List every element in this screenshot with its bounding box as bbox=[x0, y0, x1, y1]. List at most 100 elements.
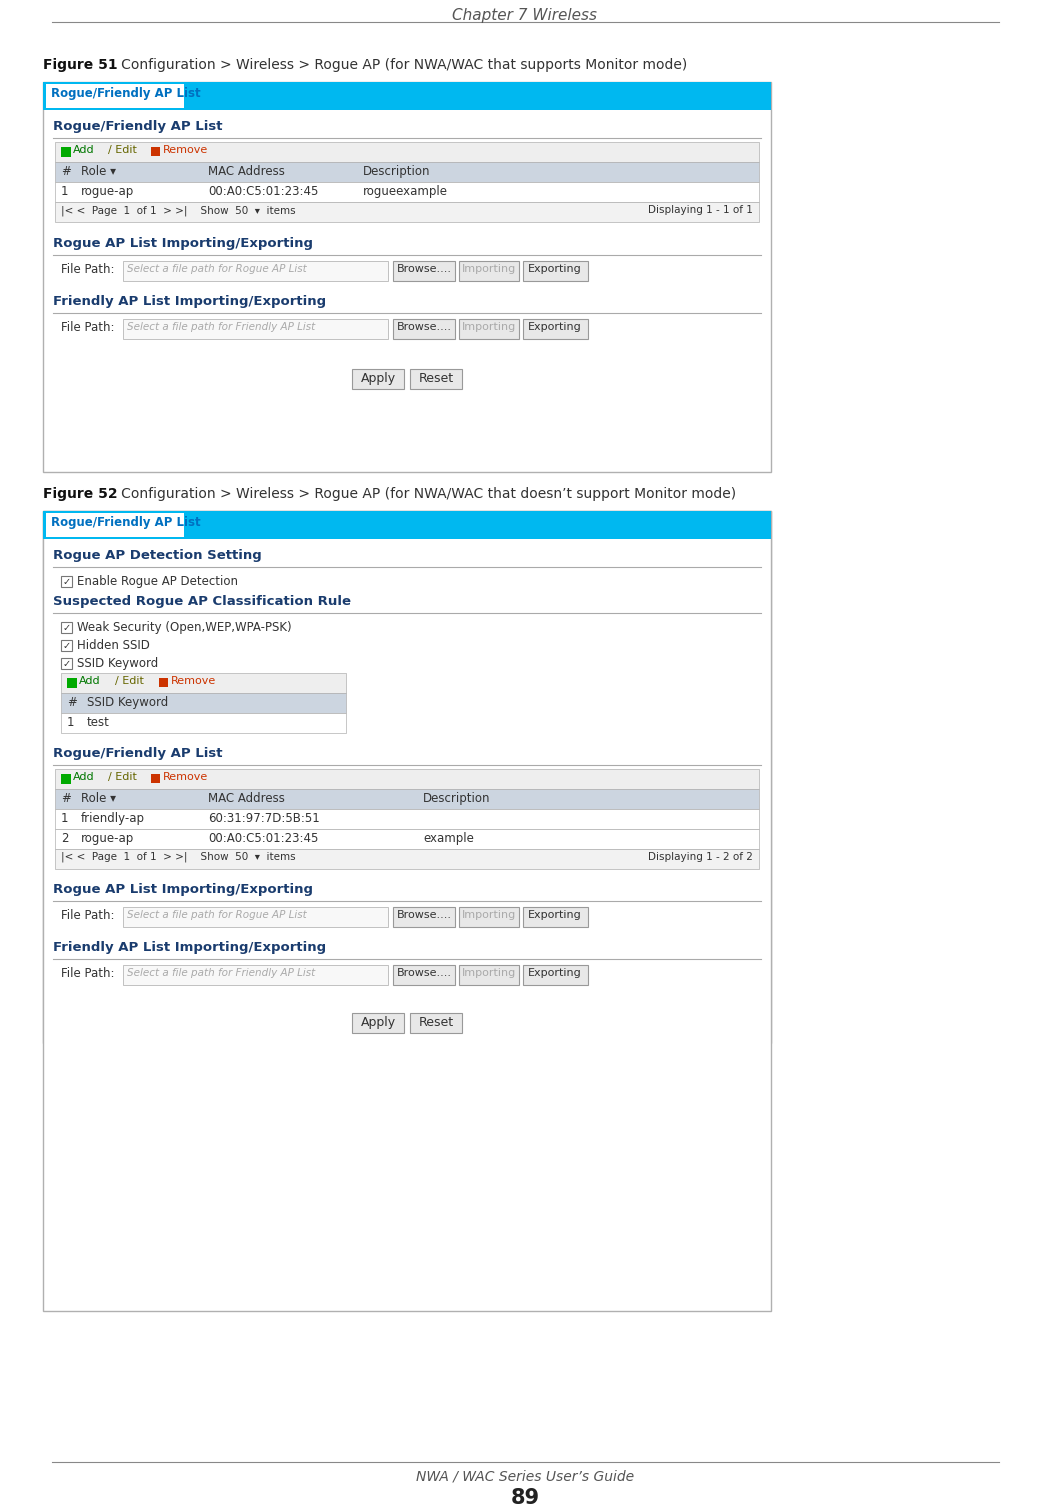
Text: ✓: ✓ bbox=[63, 576, 71, 587]
Bar bbox=[43, 81, 771, 110]
Text: Rogue/Friendly AP List: Rogue/Friendly AP List bbox=[51, 516, 201, 530]
Bar bbox=[61, 693, 346, 712]
Text: Remove: Remove bbox=[171, 676, 217, 687]
Text: Rogue AP Detection Setting: Rogue AP Detection Setting bbox=[53, 549, 262, 561]
Bar bbox=[410, 1013, 462, 1034]
Bar bbox=[61, 774, 71, 785]
Bar bbox=[123, 318, 388, 340]
Text: Select a file path for Friendly AP List: Select a file path for Friendly AP List bbox=[127, 967, 315, 978]
Bar bbox=[55, 161, 759, 183]
Text: MAC Address: MAC Address bbox=[208, 164, 285, 178]
Text: Browse....: Browse.... bbox=[396, 264, 452, 275]
Text: Reset: Reset bbox=[418, 373, 454, 385]
Bar bbox=[393, 261, 455, 281]
Text: SSID Keyword: SSID Keyword bbox=[87, 696, 168, 709]
Text: NWA / WAC Series User’s Guide: NWA / WAC Series User’s Guide bbox=[416, 1470, 634, 1483]
Text: Remove: Remove bbox=[163, 773, 208, 782]
Text: ∕ Edit: ∕ Edit bbox=[108, 145, 137, 155]
Bar bbox=[55, 789, 759, 809]
Bar bbox=[55, 828, 759, 850]
Bar bbox=[151, 146, 160, 155]
Text: 60:31:97:7D:5B:51: 60:31:97:7D:5B:51 bbox=[208, 812, 320, 825]
Text: test: test bbox=[87, 715, 110, 729]
Bar bbox=[523, 964, 588, 985]
Bar bbox=[61, 576, 73, 587]
Text: Add: Add bbox=[73, 773, 95, 782]
Text: Figure 52: Figure 52 bbox=[43, 487, 118, 501]
Bar bbox=[55, 850, 759, 869]
Bar bbox=[459, 261, 519, 281]
Text: Role ▾: Role ▾ bbox=[81, 164, 116, 178]
Text: Exporting: Exporting bbox=[528, 264, 582, 275]
Text: SSID Keyword: SSID Keyword bbox=[77, 656, 159, 670]
Text: Description: Description bbox=[363, 164, 431, 178]
Bar bbox=[459, 907, 519, 927]
Text: #: # bbox=[61, 792, 70, 804]
Bar bbox=[46, 513, 184, 537]
Bar bbox=[523, 261, 588, 281]
Text: 1: 1 bbox=[67, 715, 75, 729]
Text: Add: Add bbox=[79, 676, 101, 687]
Bar bbox=[151, 774, 160, 783]
Bar bbox=[523, 907, 588, 927]
Text: Displaying 1 - 1 of 1: Displaying 1 - 1 of 1 bbox=[648, 205, 753, 214]
Bar bbox=[67, 678, 77, 688]
Text: MAC Address: MAC Address bbox=[208, 792, 285, 804]
Bar bbox=[459, 318, 519, 340]
Text: #: # bbox=[61, 164, 70, 178]
Text: Browse....: Browse.... bbox=[396, 321, 452, 332]
Text: File Path:: File Path: bbox=[61, 263, 115, 276]
Text: rogue-ap: rogue-ap bbox=[81, 831, 135, 845]
Text: friendly-ap: friendly-ap bbox=[81, 812, 145, 825]
Text: File Path:: File Path: bbox=[61, 908, 115, 922]
Bar bbox=[61, 712, 346, 733]
Text: Hidden SSID: Hidden SSID bbox=[77, 638, 150, 652]
Text: Friendly AP List Importing/Exporting: Friendly AP List Importing/Exporting bbox=[53, 294, 326, 308]
Bar bbox=[123, 907, 388, 927]
Text: Browse....: Browse.... bbox=[396, 910, 452, 920]
Text: ✓: ✓ bbox=[63, 659, 71, 668]
Text: Select a file path for Friendly AP List: Select a file path for Friendly AP List bbox=[127, 321, 315, 332]
Bar bbox=[410, 370, 462, 389]
Text: |< <  Page  1  of 1  > >|    Show  50  ▾  items: |< < Page 1 of 1 > >| Show 50 ▾ items bbox=[61, 205, 295, 216]
Text: rogueexample: rogueexample bbox=[363, 186, 448, 198]
Text: Importing: Importing bbox=[461, 910, 516, 920]
Text: #: # bbox=[67, 696, 77, 709]
Text: Browse....: Browse.... bbox=[396, 967, 452, 978]
Bar bbox=[61, 622, 73, 632]
Text: File Path:: File Path: bbox=[61, 967, 115, 979]
Text: Enable Rogue AP Detection: Enable Rogue AP Detection bbox=[77, 575, 238, 589]
Bar bbox=[43, 512, 771, 1043]
Text: Importing: Importing bbox=[461, 264, 516, 275]
Text: Add: Add bbox=[73, 145, 95, 155]
Bar bbox=[43, 512, 771, 539]
Text: Figure 51: Figure 51 bbox=[43, 57, 118, 72]
Text: Exporting: Exporting bbox=[528, 321, 582, 332]
Bar bbox=[159, 678, 168, 687]
Text: Reset: Reset bbox=[418, 1016, 454, 1029]
Bar bbox=[123, 261, 388, 281]
Text: Rogue AP List Importing/Exporting: Rogue AP List Importing/Exporting bbox=[53, 883, 313, 896]
Text: Rogue/Friendly AP List: Rogue/Friendly AP List bbox=[51, 88, 201, 100]
Text: Configuration > Wireless > Rogue AP (for NWA/WAC that supports Monitor mode): Configuration > Wireless > Rogue AP (for… bbox=[108, 57, 687, 72]
Bar bbox=[55, 183, 759, 202]
Text: Role ▾: Role ▾ bbox=[81, 792, 116, 804]
Bar bbox=[43, 81, 771, 472]
Text: 1: 1 bbox=[61, 186, 68, 198]
Text: Weak Security (Open,WEP,WPA-PSK): Weak Security (Open,WEP,WPA-PSK) bbox=[77, 622, 291, 634]
Bar bbox=[55, 142, 759, 161]
Text: ✓: ✓ bbox=[63, 623, 71, 632]
Text: Rogue/Friendly AP List: Rogue/Friendly AP List bbox=[53, 747, 223, 761]
Bar bbox=[55, 809, 759, 828]
Text: 00:A0:C5:01:23:45: 00:A0:C5:01:23:45 bbox=[208, 186, 318, 198]
Text: Exporting: Exporting bbox=[528, 910, 582, 920]
Text: Rogue/Friendly AP List: Rogue/Friendly AP List bbox=[53, 121, 223, 133]
Bar bbox=[55, 770, 759, 789]
Bar bbox=[61, 146, 71, 157]
Bar bbox=[393, 907, 455, 927]
Text: 89: 89 bbox=[511, 1488, 539, 1507]
Text: Select a file path for Rogue AP List: Select a file path for Rogue AP List bbox=[127, 264, 307, 275]
Bar bbox=[393, 318, 455, 340]
Bar bbox=[352, 1013, 404, 1034]
Text: Remove: Remove bbox=[163, 145, 208, 155]
